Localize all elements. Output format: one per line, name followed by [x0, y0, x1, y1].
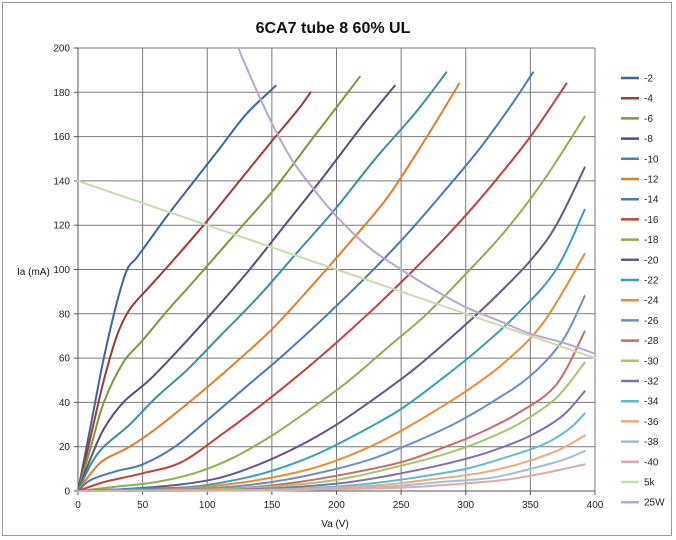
y-tick-label: 80 [59, 309, 71, 320]
legend-label: -12 [644, 175, 659, 186]
legend-label: -24 [644, 296, 659, 307]
x-tick-label: 50 [137, 500, 149, 511]
y-tick-label: 140 [53, 176, 70, 187]
legend-label: -32 [644, 377, 659, 388]
y-axis-label: Ia (mA) [17, 267, 50, 278]
legend-label: -2 [644, 74, 653, 85]
legend-label: -4 [644, 94, 653, 105]
legend-label: -40 [644, 457, 659, 468]
series-line-neg26 [77, 295, 586, 492]
legend-label: -30 [644, 356, 659, 367]
y-tick-label: 120 [53, 221, 70, 232]
series-line-neg2 [77, 84, 277, 492]
x-tick-label: 300 [457, 500, 474, 511]
line-chart: 0 20 40 60 80 100 120 140 160 180 200 0 50 100 150 200 2… [17, 20, 665, 530]
legend-label: -14 [644, 195, 659, 206]
series-line-neg16 [77, 82, 568, 492]
series-line-neg8 [77, 84, 396, 492]
series-line-neg24 [77, 253, 586, 492]
y-tick-label: 40 [59, 398, 71, 409]
x-axis-label: Va (V) [321, 519, 349, 530]
series-lines [77, 47, 596, 492]
y-tick-label: 0 [64, 487, 70, 498]
x-tick-label: 350 [522, 500, 539, 511]
x-tick-label: 250 [393, 500, 410, 511]
series-line-neg4 [77, 91, 312, 492]
series-line-neg12 [77, 82, 461, 492]
legend-label: -28 [644, 336, 659, 347]
legend-label: -20 [644, 255, 659, 266]
legend-label: -26 [644, 316, 659, 327]
legend-label: -8 [644, 134, 653, 145]
x-tick-label: 150 [264, 500, 281, 511]
y-tick-label: 100 [53, 265, 70, 276]
series-line-neg10 [77, 71, 448, 492]
x-tick-label: 0 [75, 500, 81, 511]
legend-label: -36 [644, 417, 659, 428]
legend-label: -10 [644, 154, 659, 165]
series-line-neg6 [77, 75, 361, 492]
y-tick-label: 60 [59, 354, 71, 365]
series-line-neg22 [77, 208, 586, 492]
legend-label: -18 [644, 235, 659, 246]
series-line-5k [77, 179, 596, 360]
y-tick-label: 180 [53, 88, 70, 99]
series-line-neg40 [77, 463, 586, 492]
x-tick-label: 100 [199, 500, 216, 511]
series-line-neg18 [77, 115, 586, 492]
series-line-25W [237, 47, 596, 355]
y-tick-label: 20 [59, 442, 71, 453]
legend: -2 -4 -6 -8 -10 -12 -14 -16 -18 -20 -22 -24 -26 -28 -3… [621, 74, 665, 509]
legend-label: -34 [644, 397, 659, 408]
x-tick-label: 400 [587, 500, 604, 511]
tick-labels: 0 20 40 60 80 100 120 140 160 180 200 0 50 100 150 200 2… [53, 44, 603, 512]
y-tick-label: 200 [53, 44, 70, 55]
series-line-neg14 [77, 71, 534, 492]
legend-label: 25W [644, 498, 665, 509]
y-tick-label: 160 [53, 132, 70, 143]
chart-title: 6CA7 tube 8 60% UL [256, 20, 411, 37]
legend-label: -22 [644, 276, 659, 287]
legend-label: -38 [644, 437, 659, 448]
legend-label: 5k [644, 478, 656, 489]
legend-label: -16 [644, 215, 659, 226]
x-tick-label: 200 [328, 500, 345, 511]
legend-label: -6 [644, 114, 653, 125]
series-line-neg20 [77, 166, 586, 492]
